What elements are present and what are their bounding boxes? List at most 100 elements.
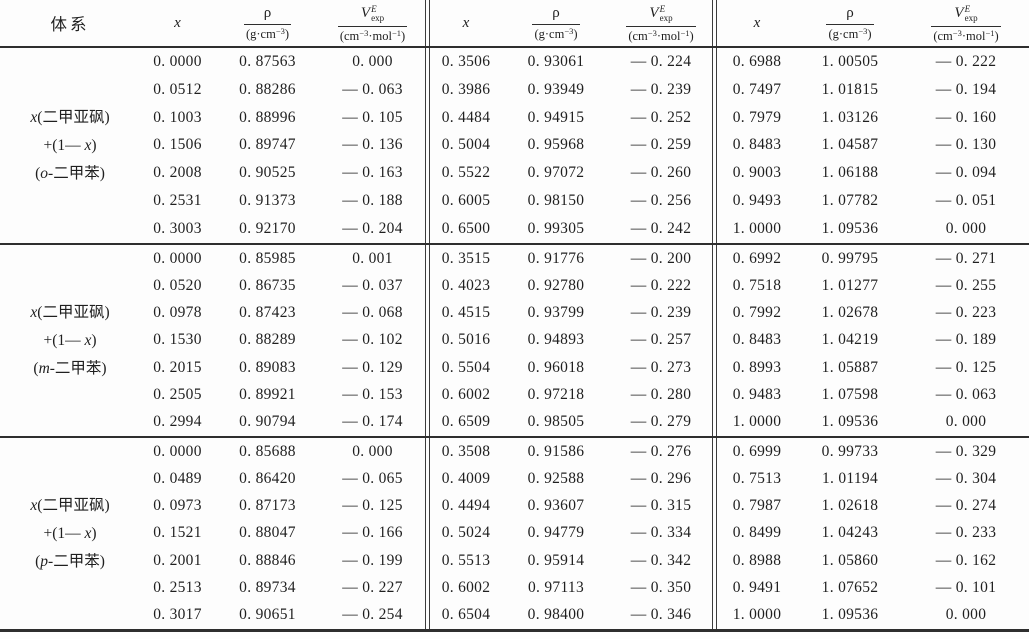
data-block: 0. 6999 0. 99733 — 0. 329 0. 7513 1. 01194 — … — [717, 438, 1029, 629]
x-value: 0. 0512 — [153, 80, 202, 98]
rho-value: 0. 99795 — [821, 249, 879, 267]
x-value: 0. 6504 — [441, 606, 491, 624]
rho-value: 0. 86420 — [239, 469, 296, 487]
x-value: 0. 6500 — [441, 220, 491, 238]
x-value: 0. 8483 — [732, 331, 782, 349]
rho-value: 0. 85688 — [239, 442, 296, 460]
rho-value: 1. 06188 — [821, 164, 879, 182]
rho-value: 0. 91776 — [527, 249, 585, 267]
rho-value: 1. 01277 — [821, 276, 879, 294]
x-value: 0. 0000 — [153, 52, 202, 70]
x-value: 0. 4023 — [441, 276, 491, 294]
x-value: 1. 0000 — [732, 413, 782, 431]
vexp-value: — 0. 334 — [630, 524, 692, 542]
x-value: 0. 2505 — [153, 386, 202, 404]
data-block: 0. 0000 0. 85688 0. 000 0. 0489 0. 86420 — 0.… — [140, 438, 425, 629]
column-group-separator — [425, 245, 430, 436]
vexp-value: — 0. 174 — [342, 413, 403, 431]
x-value: 0. 2001 — [153, 551, 202, 569]
rho-value: 0. 94893 — [527, 331, 585, 349]
x-value: 0. 9003 — [732, 164, 782, 182]
rho-value: 0. 88289 — [239, 331, 296, 349]
rho-value: 0. 91373 — [239, 192, 296, 210]
vexp-value: — 0. 274 — [935, 497, 997, 515]
rho-value: 0. 99305 — [527, 220, 585, 238]
column-group-separator — [712, 438, 717, 629]
rho-value: 0. 90794 — [239, 413, 296, 431]
vexp-value: — 0. 239 — [630, 80, 692, 98]
x-value: 0. 8483 — [732, 136, 782, 154]
x-value: 0. 4009 — [441, 469, 491, 487]
system-label-p-xylene: x(二甲亚砜) +(1— x) (p-二甲苯) — [30, 497, 110, 570]
rho-value: 0. 94779 — [527, 524, 585, 542]
x-value: 0. 5024 — [441, 524, 491, 542]
x-value: 0. 5513 — [441, 551, 491, 569]
rho-value: 0. 89747 — [239, 136, 296, 154]
rho-value: 0. 95914 — [527, 551, 585, 569]
vexp-value: — 0. 329 — [935, 442, 997, 460]
rho-value: 1. 05887 — [821, 358, 879, 376]
vexp-value: — 0. 162 — [935, 551, 997, 569]
x-value: 0. 6005 — [441, 192, 491, 210]
x-value: 0. 5004 — [441, 136, 491, 154]
rho-value: 0. 86735 — [239, 276, 296, 294]
x-value: 0. 8988 — [732, 551, 782, 569]
rho-value: 0. 92588 — [527, 469, 585, 487]
vexp-value: 0. 000 — [945, 606, 987, 624]
rho-value: 1. 04587 — [821, 136, 879, 154]
vexp-value: — 0. 227 — [342, 579, 403, 597]
table-group-p-xylene: x(二甲亚砜) +(1— x) (p-二甲苯) 0. 0000 0. 85688 0… — [0, 438, 1029, 632]
vexp-value: — 0. 257 — [630, 331, 692, 349]
rho-symbol: ρ — [846, 4, 854, 21]
vexp-value: 0. 001 — [352, 249, 393, 267]
header-system-label: 体系 — [50, 15, 90, 34]
data-block: 0. 0000 0. 87563 0. 000 0. 0512 0. 88286 — 0.… — [140, 48, 425, 243]
vexp-value: — 0. 051 — [935, 192, 997, 210]
rho-symbol: ρ — [552, 4, 560, 21]
header-density: ρ (g·cm−3) — [797, 0, 903, 46]
rho-value: 0. 87423 — [239, 304, 296, 322]
x-value: 0. 5504 — [441, 358, 491, 376]
rho-value: 0. 89734 — [239, 579, 296, 597]
vexp-value: — 0. 136 — [342, 136, 403, 154]
rho-value: 0. 97218 — [527, 386, 585, 404]
vexp-value: — 0. 242 — [630, 220, 692, 238]
x-value: 0. 1521 — [153, 524, 202, 542]
column-group-separator — [712, 245, 717, 436]
x-value: 0. 6002 — [441, 579, 491, 597]
x-value: 0. 2531 — [153, 192, 202, 210]
data-block: 0. 6988 1. 00505 — 0. 222 0. 7497 1. 01815 — … — [717, 48, 1029, 243]
rho-value: 1. 09536 — [821, 413, 879, 431]
x-value: 0. 9491 — [732, 579, 782, 597]
vexp-value: — 0. 063 — [935, 386, 997, 404]
data-block: 0. 6992 0. 99795 — 0. 271 0. 7518 1. 01277 — … — [717, 245, 1029, 436]
x-value: 0. 9493 — [732, 192, 782, 210]
x-value: 0. 2015 — [153, 358, 202, 376]
rho-value: 1. 01815 — [821, 80, 879, 98]
x-value: 0. 1003 — [153, 108, 202, 126]
vexp-value: — 0. 063 — [342, 80, 403, 98]
x-value: 0. 7987 — [732, 497, 782, 515]
rho-value: 0. 92170 — [239, 220, 296, 238]
column-group-separator — [712, 0, 717, 46]
vexp-value: — 0. 037 — [342, 276, 403, 294]
x-value: 0. 0973 — [153, 497, 202, 515]
vexp-value: — 0. 233 — [935, 524, 997, 542]
header-density: ρ (g·cm−3) — [502, 0, 610, 46]
x-value: 0. 0000 — [153, 442, 202, 460]
x-value: 0. 8993 — [732, 358, 782, 376]
rho-value: 0. 88286 — [239, 80, 296, 98]
rho-value: 0. 88047 — [239, 524, 296, 542]
x-value: 0. 0978 — [153, 304, 202, 322]
vexp-value: — 0. 204 — [342, 220, 403, 238]
rho-value: 0. 97113 — [527, 579, 585, 597]
x-value: 0. 0000 — [153, 249, 202, 267]
vexp-value: — 0. 102 — [342, 331, 403, 349]
x-value: 0. 6992 — [732, 249, 782, 267]
